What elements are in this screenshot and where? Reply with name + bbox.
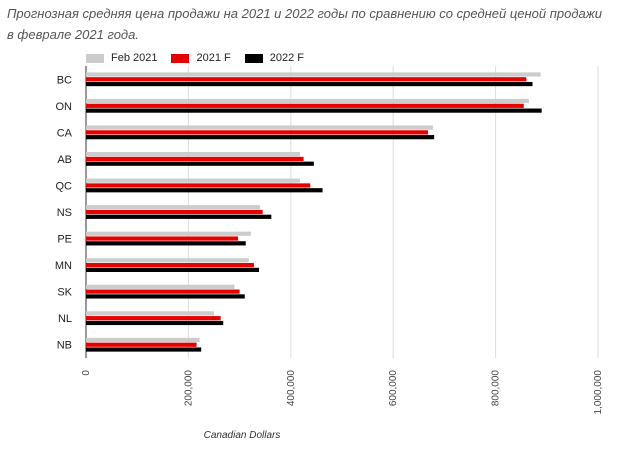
category-label-on: ON [56,101,73,113]
bar-bc-2021-f [86,77,527,82]
category-label-ca: CA [57,127,73,139]
bar-nb-2021-f [86,342,197,347]
bar-nl-2022-f [86,320,224,326]
legend-label: 2022 F [269,52,304,64]
bar-on-2021-f [86,103,524,108]
category-label-pe: PE [57,234,72,246]
category-label-sk: SK [57,287,72,299]
bar-nb-feb-2021 [86,337,200,343]
bar-pe-feb-2021 [86,231,251,236]
bar-pe-2021-f [86,236,239,241]
x-tick-label: 800,000 [491,370,502,407]
bar-nl-feb-2021 [86,311,214,316]
legend-label: Feb 2021 [111,52,158,64]
bar-qc-2022-f [86,188,323,193]
legend-label: 2021 F [196,52,231,64]
bar-ca-2021-f [86,130,429,135]
bar-ns-feb-2021 [86,205,261,210]
bar-qc-2021-f [86,183,311,188]
x-tick-label: 200,000 [183,370,194,407]
legend-swatch [86,53,104,63]
bar-nl-2021-f [86,316,221,321]
bar-ab-2022-f [86,161,314,166]
category-label-ab: AB [57,154,72,166]
legend-swatch [171,53,190,63]
chart-caption: Прогнозная средняя цена продажи на 2021 … [7,6,602,42]
x-tick-label: 1,000,000 [593,370,604,415]
legend-item-2022-f: 2022 F [244,52,304,64]
bar-bc-2022-f [86,81,533,87]
x-tick-label: 0 [81,370,92,376]
bar-sk-feb-2021 [86,284,235,289]
x-axis-title: Canadian Dollars [204,430,281,441]
x-tick-label: 400,000 [286,370,297,407]
category-label-mn: MN [55,260,72,272]
category-label-qc: QC [56,180,73,192]
bar-mn-feb-2021 [86,258,249,263]
bar-nb-2022-f [86,347,202,352]
bar-ca-feb-2021 [86,125,434,130]
category-label-ns: NS [57,207,72,219]
chart-legend: Feb 2021 2021 F 2022 F [86,50,318,66]
legend-item-2021-f: 2021 F [171,52,231,64]
bar-ab-2021-f [86,156,304,162]
legend-swatch [244,53,263,63]
category-label-bc: BC [57,74,72,86]
bar-mn-2021-f [86,262,254,268]
category-label-nl: NL [58,313,72,325]
bar-on-2022-f [86,108,542,113]
legend-item-feb-2021: Feb 2021 [86,52,157,64]
bar-mn-2022-f [86,267,260,272]
bar-sk-2021-f [86,289,240,294]
bar-bc-feb-2021 [86,72,541,77]
bar-ab-feb-2021 [86,152,301,157]
bar-qc-feb-2021 [86,178,301,183]
bar-ns-2022-f [86,214,272,219]
bar-ca-2022-f [86,135,435,140]
bar-sk-2022-f [86,294,245,299]
bar-pe-2022-f [86,241,246,246]
category-label-nb: NB [57,340,72,352]
x-tick-label: 600,000 [388,370,399,407]
bar-on-feb-2021 [86,98,529,104]
bar-ns-2021-f [86,209,263,215]
